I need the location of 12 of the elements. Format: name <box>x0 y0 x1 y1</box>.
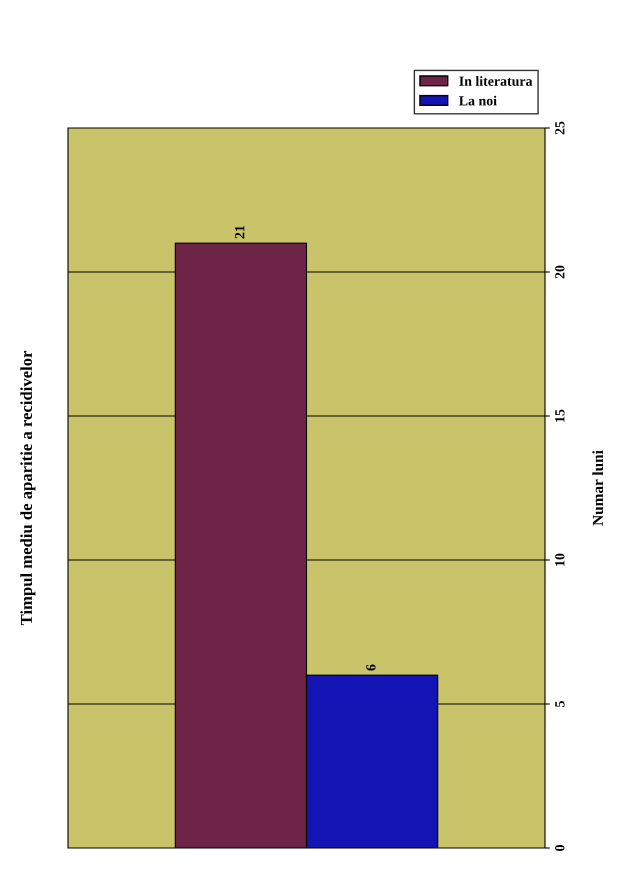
y-tick-label: 25 <box>555 122 564 134</box>
data-label: 21 <box>235 226 244 238</box>
y-tick-label: 0 <box>555 845 564 851</box>
y-axis-title: Numar luni <box>592 450 604 526</box>
legend-label: La noi <box>459 96 497 106</box>
y-tick-label: 20 <box>555 266 564 278</box>
y-tick-label: 15 <box>555 410 564 422</box>
legend-label: In literatura <box>459 76 532 86</box>
data-label: 6 <box>366 664 376 671</box>
text: Timpul mediu de aparitie a recidivelor <box>20 350 36 626</box>
y-tick-label: 10 <box>555 554 564 566</box>
y-tick-label: 5 <box>555 701 564 707</box>
